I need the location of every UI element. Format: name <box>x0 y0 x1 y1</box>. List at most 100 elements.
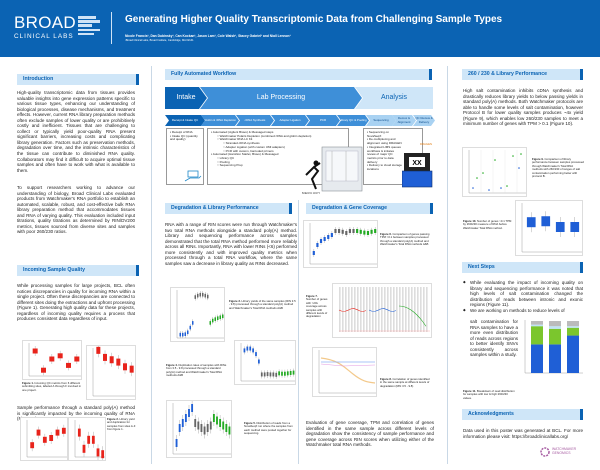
box-mark <box>129 365 134 373</box>
box-mark <box>197 421 200 430</box>
background-bar <box>357 287 359 332</box>
box-mark <box>374 229 377 233</box>
box-mark <box>66 362 71 368</box>
column-divider <box>447 66 448 464</box>
workflow-step: Globin & rRNA Depletion <box>201 115 239 126</box>
box-mark <box>101 450 105 459</box>
caption-text: Distribution of reads from a NovaSeqX ru… <box>244 421 293 436</box>
stacked-bar-segment <box>531 344 543 373</box>
box-mark <box>327 235 330 239</box>
caption-text: Duplication rates of samples with RINs f… <box>166 363 227 378</box>
background-bar <box>345 287 347 332</box>
section-header-incoming-quality: Incoming Sample Quality <box>17 265 139 276</box>
box-mark <box>292 370 295 375</box>
box-mark <box>255 352 257 357</box>
figure-5-read-distribution-chart <box>166 400 232 458</box>
background-bar <box>369 287 371 332</box>
section-header-degradation-library: Degradation & Library Performance <box>165 203 292 214</box>
stacked-bar-segment <box>567 327 579 336</box>
box-mark <box>194 295 196 299</box>
caption-text: Number of genes with >20x coverage acros… <box>306 297 328 319</box>
authors: Nicole Francis¹, Dan Dubinsky¹, Can Kock… <box>125 34 291 38</box>
workflow-list-item: Watchmaker RNA LC Kit <box>211 138 345 142</box>
box-mark <box>359 229 362 234</box>
box-mark <box>202 292 204 297</box>
section-header-next-steps: Next Steps <box>462 262 583 273</box>
caption-label: Figure 6. <box>380 232 392 236</box>
box-mark <box>200 424 203 432</box>
box-mark <box>57 353 63 359</box>
background-bar <box>426 287 428 332</box>
caption-text: Comparison of genes passing TPM >0.1 bet… <box>380 232 430 247</box>
box-mark <box>341 229 344 234</box>
figure-3-caption: Figure 3. Library yields of the same sam… <box>229 299 297 310</box>
data-point <box>520 153 522 155</box>
caption-text: Incoming QC metrics from 6 different sub… <box>22 381 81 392</box>
box-mark <box>338 229 341 233</box>
box-mark <box>363 230 366 235</box>
background-bar <box>399 287 401 332</box>
intake-box: Receipt of RNAIntake QC (quantity and qu… <box>166 128 204 185</box>
background-bar <box>390 287 392 332</box>
box-mark <box>219 315 221 320</box>
box-mark <box>289 370 292 375</box>
box-mark <box>541 216 551 227</box>
caption-text: Correlation of genes identified in the s… <box>380 377 430 388</box>
poster-header: BROAD CLINICAL LABS Generating Higher Qu… <box>0 0 600 57</box>
stacked-bar-segment <box>567 335 579 373</box>
box-mark <box>181 419 184 427</box>
figure-8-caption: Figure 8. Correlation of genes identifie… <box>380 377 432 388</box>
box-mark <box>74 356 80 362</box>
background-bar <box>348 287 350 332</box>
box-mark <box>258 359 260 364</box>
figure-4-duplication-chart <box>234 340 296 385</box>
caption-label: Figure 7. <box>306 294 318 298</box>
data-point <box>518 167 520 169</box>
intro-paragraph-1: High-quality transcriptomic data from ti… <box>17 90 135 173</box>
box-mark <box>214 317 216 321</box>
box-mark <box>209 421 212 430</box>
stacked-bar-segment <box>549 328 561 345</box>
box-mark <box>348 229 351 233</box>
stacked-bar-segment <box>531 326 543 345</box>
figure-7-gene-coverage-chart <box>332 283 432 338</box>
background-bar <box>378 287 380 332</box>
workflow-list-item: Delivery to cloud storage locations <box>367 163 402 171</box>
figure-6-caption: Figure 6. Comparison of genes passing TP… <box>380 232 432 247</box>
next-step-item: We are working on methods to reduce leve… <box>463 308 583 314</box>
data-point <box>488 189 490 191</box>
box-mark <box>41 367 46 373</box>
box-mark <box>203 426 206 435</box>
figure-9-caption: Figure 9. Comparison of library performa… <box>532 157 584 178</box>
box-mark <box>345 231 348 235</box>
figure-7-caption: Figure 7. Number of genes with >20x cove… <box>306 294 328 319</box>
watchmaker-logo-text: WATCHMAKER GENOMICS <box>552 447 577 455</box>
box-mark <box>252 348 254 353</box>
background-bar <box>384 287 386 332</box>
data-point <box>512 155 514 157</box>
box-mark <box>42 436 47 443</box>
workflow-list-item: Sequencing on NovaSeqX <box>367 130 402 138</box>
box-mark <box>216 416 218 425</box>
workflow-list-item: PCR with custom, barcoded primers <box>211 149 345 154</box>
box-mark <box>123 363 127 371</box>
box-mark <box>109 356 114 364</box>
box-mark <box>206 424 209 432</box>
ack-paragraph: Data used in this poster was generated a… <box>463 428 583 439</box>
box-mark <box>370 229 373 234</box>
series-line <box>320 357 376 384</box>
figure-11-read-breakdown-chart <box>519 318 585 388</box>
box-mark <box>182 332 184 337</box>
box-mark <box>82 444 86 453</box>
box-mark <box>269 372 272 377</box>
workflow-list-item: De-multiplexing and alignment using DRAG… <box>367 137 402 145</box>
box-mark <box>319 239 323 243</box>
background-bar <box>351 287 353 332</box>
box-mark <box>91 435 95 444</box>
degradation-paragraph: RNA with a range of RIN scores were run … <box>165 222 297 266</box>
box-mark <box>96 448 100 457</box>
workflow-list-item: Stranded cDNA synthesis <box>211 141 345 146</box>
figure-1-caption: Figure 1. Incoming QC metrics from 6 dif… <box>22 381 82 392</box>
background-bar <box>411 287 413 332</box>
box-mark <box>316 243 319 247</box>
